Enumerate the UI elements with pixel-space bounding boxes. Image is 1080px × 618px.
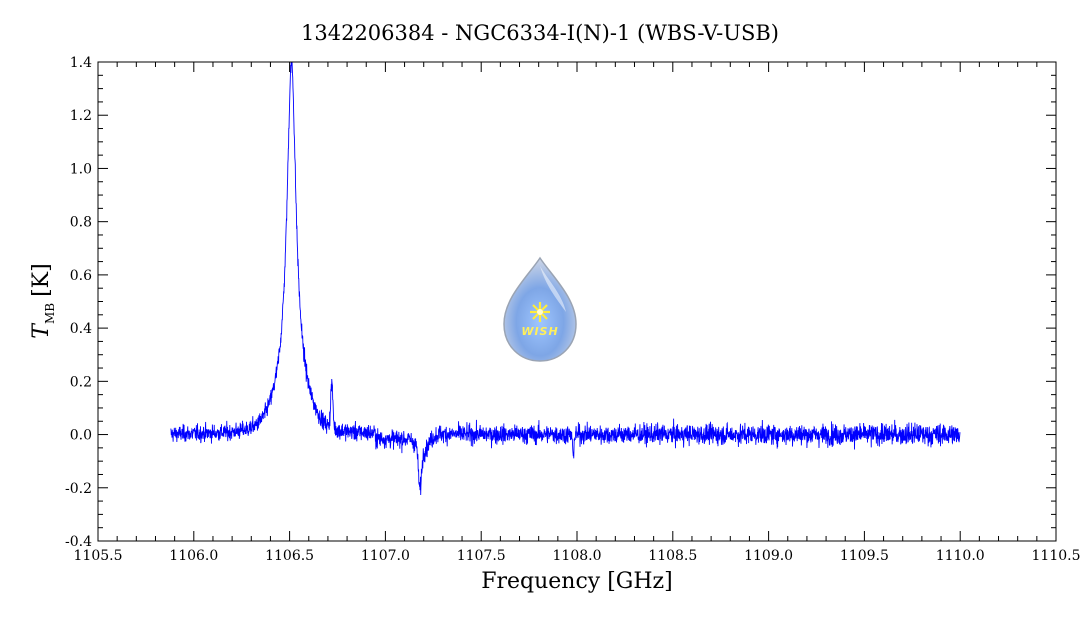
y-tick-label: 1.0 — [70, 161, 92, 177]
y-tick-label: 1.2 — [70, 108, 92, 124]
x-tick-label: 1108.5 — [648, 548, 697, 564]
y-tick-label: 0.6 — [70, 268, 92, 284]
y-tick-label: 1.4 — [70, 55, 92, 71]
x-tick-label: 1108.0 — [553, 548, 602, 564]
x-axis-label: Frequency [GHz] — [481, 569, 673, 594]
y-tick-label: -0.2 — [65, 481, 92, 497]
plot-frame — [97, 61, 1057, 542]
y-tick-label: 0.2 — [70, 374, 92, 390]
x-tick-label: 1110.0 — [936, 548, 985, 564]
y-axis-symbol: T — [29, 322, 54, 339]
ticks-layer: 1105.5 1106.0 1106.5 1107.0 1107.5 1108.0 1108… — [65, 55, 1080, 564]
x-tick-label: 1107.0 — [361, 548, 410, 564]
y-axis-unit: [K] — [29, 263, 54, 297]
y-axis-subscript: MB — [43, 303, 57, 324]
x-tick-label: 1107.5 — [457, 548, 506, 564]
spectrum-line — [170, 62, 961, 496]
y-tick-label: 0.4 — [70, 321, 92, 337]
series-layer — [170, 62, 961, 496]
y-tick-label: 0.0 — [70, 428, 92, 444]
x-tick-label: 1109.5 — [840, 548, 889, 564]
chart-title: 1342206384 - NGC6334-I(N)-1 (WBS-V-USB) — [301, 21, 779, 45]
x-tick-label: 1106.5 — [265, 548, 314, 564]
x-tick-label: 1105.5 — [74, 548, 123, 564]
y-axis-label: TMB [K] — [29, 263, 57, 338]
y-tick-label: -0.4 — [65, 534, 92, 550]
x-tick-label: 1109.0 — [744, 548, 793, 564]
wish-logo: WISH — [503, 256, 577, 362]
x-tick-label: 1106.0 — [169, 548, 218, 564]
x-tick-label: 1110.5 — [1032, 548, 1080, 564]
y-tick-label: 0.8 — [70, 215, 92, 231]
logo-text: WISH — [521, 325, 558, 338]
